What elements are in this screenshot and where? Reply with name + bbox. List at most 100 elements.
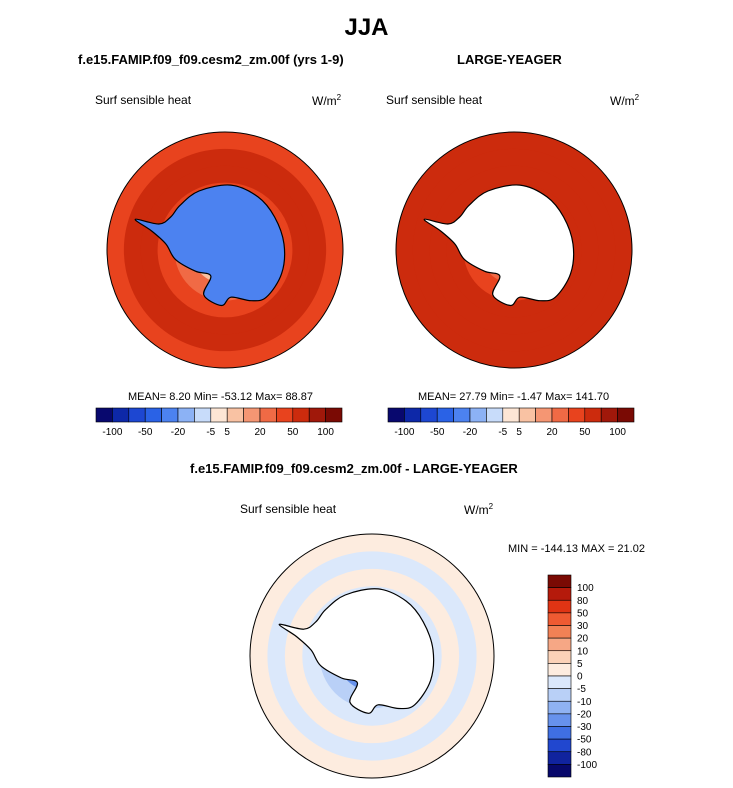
colorbar3-tick-label: 20 xyxy=(577,634,589,645)
colorbar1-tick-label: -5 xyxy=(206,427,215,438)
colorbar2-box xyxy=(436,407,454,423)
colorbar1-box xyxy=(210,407,228,423)
colorbar1-tick-label: 50 xyxy=(287,427,299,438)
map3-antarctica xyxy=(278,588,435,714)
colorbar2-tick-label: 50 xyxy=(579,427,591,438)
colorbar2-tick-label: -20 xyxy=(463,427,478,438)
colorbar3-box xyxy=(547,688,572,702)
panel2-title: LARGE-YEAGER xyxy=(457,52,562,67)
colorbar3-box xyxy=(547,675,572,689)
colorbar1-tick-label: 100 xyxy=(317,427,334,438)
colorbar2-tick-label: -5 xyxy=(498,427,507,438)
panel1-title: f.e15.FAMIP.f09_f09.cesm2_zm.00f (yrs 1-… xyxy=(78,52,344,67)
map1-border xyxy=(106,131,344,369)
colorbar1-box xyxy=(144,407,162,423)
colorbar2-box xyxy=(551,407,569,423)
colorbar1-box xyxy=(177,407,195,423)
panel2-units-label: W/m2 xyxy=(610,93,640,108)
colorbar3-box xyxy=(547,625,572,639)
colorbar1-box xyxy=(95,407,113,423)
colorbar2-tick-label: 20 xyxy=(546,427,558,438)
map2-antarctica xyxy=(423,184,575,307)
colorbar2-box xyxy=(453,407,471,423)
colorbar2-box xyxy=(568,407,586,423)
colorbar1: -100 -50 -20 -5 5 20 50 100 xyxy=(95,407,343,438)
colorbar2-box xyxy=(387,407,405,423)
map2-border xyxy=(395,131,633,369)
colorbar1-box xyxy=(243,407,261,423)
panel3-title: f.e15.FAMIP.f09_f09.cesm2_zm.00f - LARGE… xyxy=(190,461,518,476)
colorbar2-box xyxy=(600,407,618,423)
colorbar3-tick-label: -30 xyxy=(577,722,592,733)
map2 xyxy=(395,131,633,369)
colorbar2-box xyxy=(617,407,635,423)
map3 xyxy=(249,533,495,779)
map1 xyxy=(106,131,344,369)
colorbar2-tick-label: 5 xyxy=(516,427,522,438)
colorbar2-tick-label: 100 xyxy=(609,427,626,438)
colorbar2-box xyxy=(469,407,487,423)
colorbar3-tick-label: -10 xyxy=(577,697,592,708)
colorbar1-box xyxy=(292,407,310,423)
colorbar3-box xyxy=(547,726,572,740)
panel3-stats: MIN = -144.13 MAX = 21.02 xyxy=(508,543,645,555)
colorbar1-box xyxy=(194,407,212,423)
map3-border xyxy=(249,533,495,779)
panel1-variable-label: Surf sensible heat xyxy=(95,93,192,107)
colorbar1-box xyxy=(276,407,294,423)
colorbar3-box xyxy=(547,751,572,765)
colorbar3-tick-label: 5 xyxy=(577,659,583,670)
colorbar3-tick-label: -80 xyxy=(577,747,592,758)
panel3-variable-label: Surf sensible heat xyxy=(240,502,337,516)
colorbar3-box xyxy=(547,700,572,715)
colorbar3-tick-label: -100 xyxy=(577,760,597,771)
colorbar1-box xyxy=(325,407,343,423)
colorbar3-box xyxy=(547,713,572,727)
colorbar2: -100 -50 -20 -5 5 20 50 100 xyxy=(387,407,635,438)
colorbar2-box xyxy=(486,407,504,423)
colorbar1-tick-label: -20 xyxy=(171,427,186,438)
colorbar3-tick-label: -20 xyxy=(577,709,592,720)
colorbar3-box xyxy=(547,612,572,626)
panel1-stats: MEAN= 8.20 Min= -53.12 Max= 88.87 xyxy=(128,391,313,403)
colorbar1-box xyxy=(112,407,130,423)
panel2-stats: MEAN= 27.79 Min= -1.47 Max= 141.70 xyxy=(418,391,610,403)
colorbar3-tick-label: 10 xyxy=(577,646,589,657)
colorbar2-box xyxy=(502,407,520,423)
colorbar2-box xyxy=(535,407,553,423)
colorbar1-box xyxy=(128,407,146,423)
colorbar3-box xyxy=(547,574,572,588)
colorbar3-tick-label: -50 xyxy=(577,735,592,746)
colorbar3-box xyxy=(547,587,572,601)
colorbar2-box xyxy=(584,407,602,423)
panel2-variable-label: Surf sensible heat xyxy=(386,93,483,107)
colorbar2-box xyxy=(404,407,422,423)
colorbar3-tick-label: -5 xyxy=(577,684,586,695)
panel1-units-label: W/m2 xyxy=(312,93,342,108)
colorbar3-box xyxy=(547,637,572,652)
colorbar3-tick-label: 100 xyxy=(577,583,594,594)
colorbar2-tick-label: -100 xyxy=(394,427,414,438)
colorbar1-tick-label: -100 xyxy=(102,427,122,438)
colorbar1-tick-label: 5 xyxy=(224,427,230,438)
page-title: JJA xyxy=(344,14,389,41)
colorbar2-box xyxy=(518,407,536,423)
colorbar3-tick-label: 30 xyxy=(577,621,589,632)
colorbar3-box xyxy=(547,663,572,677)
colorbar3-box xyxy=(547,599,572,614)
colorbar3-tick-label: 80 xyxy=(577,596,589,607)
colorbar3-box xyxy=(547,738,572,753)
colorbar1-box xyxy=(161,407,179,423)
colorbar1-tick-label: 20 xyxy=(254,427,266,438)
colorbar2-tick-label: -50 xyxy=(430,427,445,438)
colorbar1-box xyxy=(226,407,244,423)
colorbar3-tick-label: 0 xyxy=(577,672,583,683)
colorbar1-tick-label: -50 xyxy=(138,427,153,438)
colorbar3-box xyxy=(547,764,572,778)
colorbar1-box xyxy=(259,407,277,423)
colorbar2-box xyxy=(420,407,438,423)
colorbar3-box xyxy=(547,650,572,664)
map1-antarctica xyxy=(134,184,286,307)
